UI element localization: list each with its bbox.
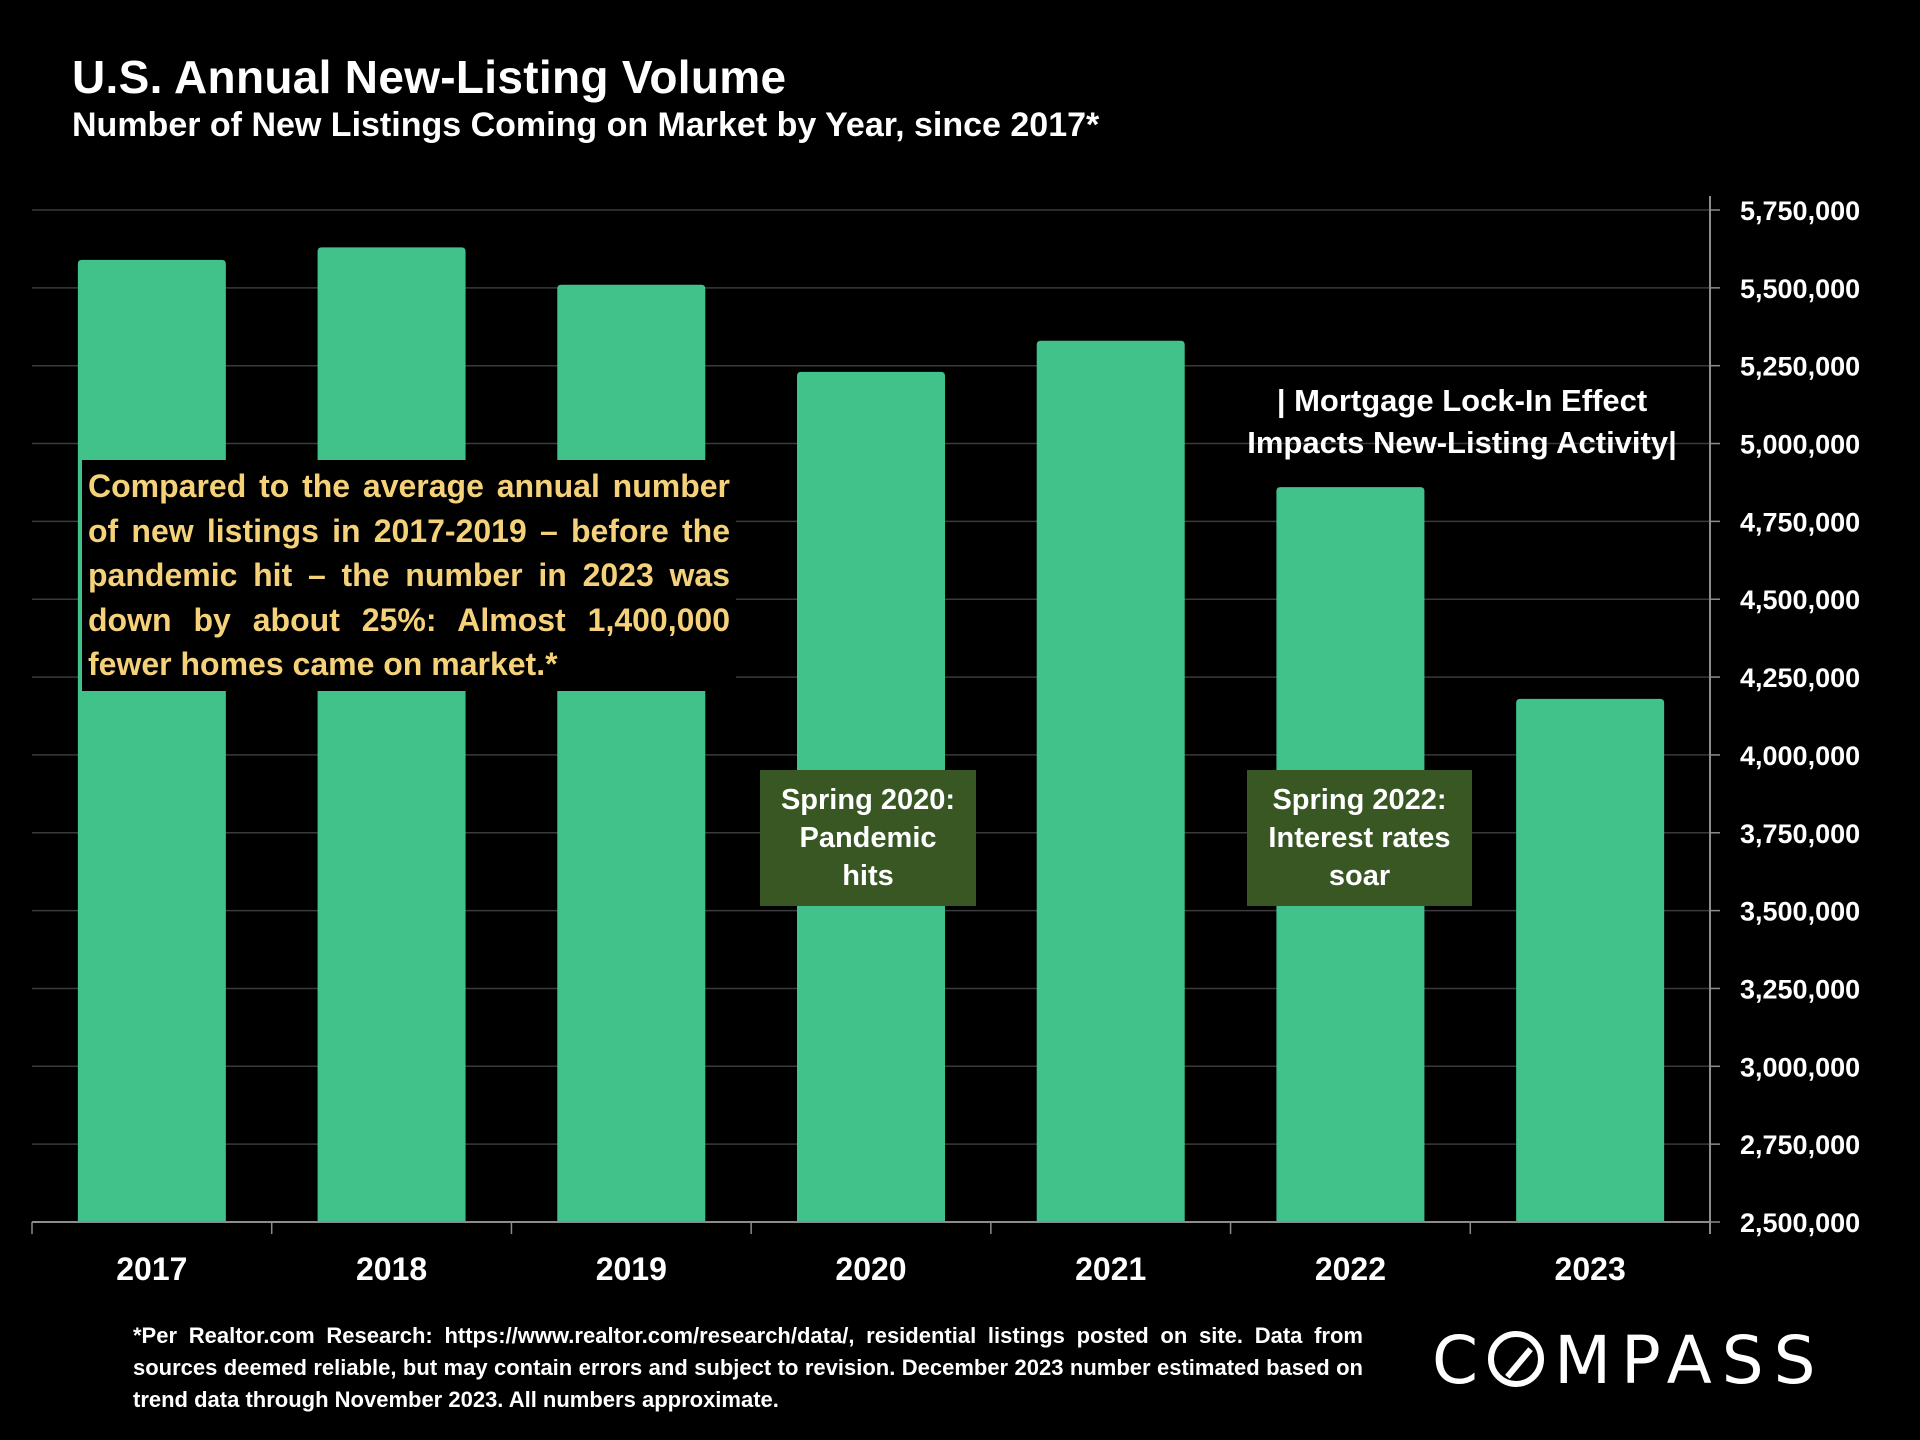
spring-2022-note: Spring 2022: Interest rates soar — [1247, 770, 1472, 906]
y-tick-label: 5,750,000 — [1740, 196, 1860, 226]
bar-2018 — [317, 247, 466, 1222]
x-tick-label: 2018 — [356, 1251, 427, 1287]
y-tick-label: 3,500,000 — [1740, 897, 1860, 927]
y-tick-label: 4,250,000 — [1740, 663, 1860, 693]
x-tick-label: 2021 — [1075, 1251, 1146, 1287]
bar-2021 — [1036, 340, 1185, 1223]
spring-2022-note-text: Spring 2022: Interest rates soar — [1268, 784, 1451, 892]
y-tick-label: 4,750,000 — [1740, 507, 1860, 537]
y-tick-label: 3,000,000 — [1740, 1052, 1860, 1082]
x-tick-label: 2017 — [116, 1251, 187, 1287]
y-tick-label: 3,250,000 — [1740, 974, 1860, 1004]
spring-2020-note-text: Spring 2020: Pandemic hits — [780, 784, 956, 892]
x-tick-label: 2022 — [1315, 1251, 1386, 1287]
axes — [31, 196, 1720, 1234]
chart-subtitle: Number of New Listings Coming on Market … — [72, 106, 1100, 144]
chart-title: U.S. Annual New-Listing Volume — [72, 51, 787, 103]
y-tick-label: 5,250,000 — [1740, 352, 1860, 382]
lock-in-annotation: | Mortgage Lock-In Effect Impacts New-Li… — [1247, 383, 1677, 460]
x-tick-label: 2023 — [1555, 1251, 1626, 1287]
x-tick-label: 2019 — [596, 1251, 667, 1287]
compass-o-icon — [1488, 1331, 1545, 1387]
logo-text-left: C — [1432, 1322, 1489, 1399]
bar-2019 — [557, 284, 706, 1222]
y-tick-label: 4,000,000 — [1740, 741, 1860, 771]
bar-2023 — [1516, 698, 1665, 1222]
y-tick-label: 2,750,000 — [1740, 1130, 1860, 1160]
y-tick-label: 5,000,000 — [1740, 430, 1860, 460]
tick-labels: 2,500,000 2,750,000 3,000,000 3,250,000 3,50… — [116, 196, 1860, 1287]
y-tick-label: 3,750,000 — [1740, 819, 1860, 849]
y-tick-label: 5,500,000 — [1740, 274, 1860, 304]
y-tick-label: 4,500,000 — [1740, 585, 1860, 615]
callout-text: Compared to the average annual number of… — [82, 460, 736, 691]
x-tick-label: 2020 — [835, 1251, 906, 1287]
compass-logo: C MPASS — [1432, 1322, 1826, 1399]
footnote: *Per Realtor.com Research: https://www.r… — [133, 1323, 1363, 1412]
logo-text-right: MPASS — [1554, 1322, 1826, 1399]
bar-2017 — [77, 259, 226, 1222]
spring-2020-note: Spring 2020: Pandemic hits — [760, 770, 976, 906]
y-tick-label: 2,500,000 — [1740, 1208, 1860, 1238]
